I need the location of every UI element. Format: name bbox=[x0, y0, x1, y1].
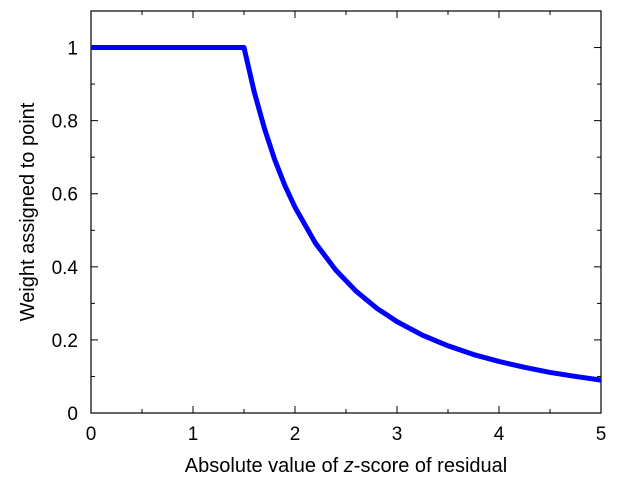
y-tick-labels: 0 0.2 0.4 0.6 0.8 1 bbox=[52, 39, 79, 425]
y-tick-label: 0.2 bbox=[52, 331, 78, 352]
y-axis-title: Weight assigned to point bbox=[17, 102, 39, 321]
series-group bbox=[91, 45, 602, 383]
y-tick-label: 0.6 bbox=[52, 185, 78, 206]
y-tick-label: 1 bbox=[67, 39, 78, 60]
series-line-0 bbox=[91, 45, 602, 383]
y-tick-label: 0 bbox=[67, 404, 78, 425]
x-tick-label: 1 bbox=[188, 424, 199, 445]
x-tick-label: 5 bbox=[596, 424, 607, 445]
y-tick-label: 0.8 bbox=[52, 112, 78, 133]
x-tick-label: 4 bbox=[494, 424, 505, 445]
plot-frame bbox=[90, 10, 602, 414]
y-tick-label: 0.4 bbox=[52, 258, 79, 279]
x-tick-label: 2 bbox=[290, 424, 301, 445]
x-tick-labels: 0 1 2 3 4 5 bbox=[86, 424, 607, 445]
x-axis-title: Absolute value of z-score of residual bbox=[185, 455, 507, 477]
x-tick-label: 3 bbox=[392, 424, 403, 445]
x-tick-label: 0 bbox=[86, 424, 97, 445]
axis-ticks bbox=[90, 11, 602, 414]
